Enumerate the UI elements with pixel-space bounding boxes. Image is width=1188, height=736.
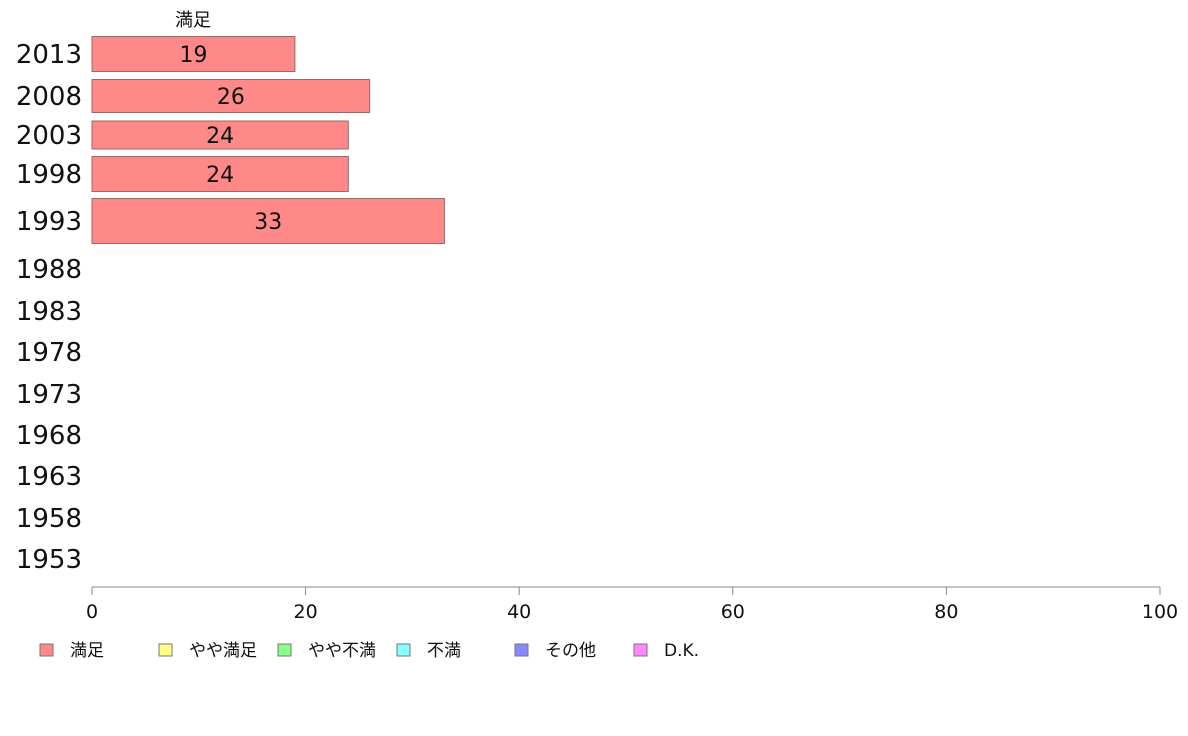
year-label-1978: 1978 bbox=[16, 338, 82, 368]
legend-swatch-0 bbox=[39, 643, 54, 657]
year-label-1963: 1963 bbox=[16, 462, 82, 492]
x-tick-label-60: 60 bbox=[721, 601, 745, 623]
bar-1993 bbox=[91, 198, 445, 244]
year-label-2008: 2008 bbox=[16, 82, 82, 112]
year-label-1993: 1993 bbox=[16, 207, 82, 237]
year-label-1973: 1973 bbox=[16, 380, 82, 410]
year-label-1988: 1988 bbox=[16, 255, 82, 285]
legend-label-3: 不満 bbox=[427, 641, 461, 661]
legend-label-1: やや満足 bbox=[189, 641, 257, 661]
bar-value-label-1998: 24 bbox=[206, 163, 234, 188]
legend-swatch-5 bbox=[633, 643, 648, 657]
legend-label-5: D.K. bbox=[664, 641, 699, 661]
year-label-1968: 1968 bbox=[16, 421, 82, 451]
bar-2003 bbox=[91, 120, 349, 150]
bars-group: 19 26 24 24 33 bbox=[91, 36, 445, 244]
x-tick-label-0: 0 bbox=[86, 601, 98, 623]
legend-label-2: やや不満 bbox=[308, 641, 376, 661]
legend-swatch-4 bbox=[514, 643, 529, 657]
legend-swatch-3 bbox=[396, 643, 411, 657]
year-label-1983: 1983 bbox=[16, 297, 82, 327]
year-label-2003: 2003 bbox=[16, 121, 82, 151]
x-tick-label-20: 20 bbox=[294, 601, 318, 623]
top-series-label: 満足 bbox=[175, 10, 211, 31]
bar-1998 bbox=[91, 156, 349, 192]
legend-swatch-1 bbox=[158, 643, 173, 657]
legend: 満足 やや満足 やや不満 不満 その他 D.K. bbox=[39, 641, 699, 661]
x-axis: 0 20 40 60 80 100 bbox=[86, 586, 1178, 623]
year-labels: 2013 2008 2003 1998 1993 1988 1983 1978 1973 1968… bbox=[16, 40, 82, 575]
x-tick-label-100: 100 bbox=[1142, 601, 1178, 623]
x-tick-label-40: 40 bbox=[507, 601, 531, 623]
legend-label-4: その他 bbox=[545, 641, 596, 661]
year-label-1953: 1953 bbox=[16, 545, 82, 575]
bar-value-label-2008: 26 bbox=[217, 85, 245, 110]
year-label-1958: 1958 bbox=[16, 504, 82, 534]
bar-2013 bbox=[91, 36, 296, 72]
legend-swatch-2 bbox=[277, 643, 292, 657]
bar-value-label-2003: 24 bbox=[206, 124, 234, 149]
bar-value-label-1993: 33 bbox=[254, 210, 282, 235]
bar-value-label-2013: 19 bbox=[179, 43, 207, 68]
x-tick-label-80: 80 bbox=[934, 601, 958, 623]
year-label-2013: 2013 bbox=[16, 40, 82, 70]
bar-2008 bbox=[91, 79, 371, 113]
legend-label-0: 満足 bbox=[70, 641, 104, 661]
year-label-1998: 1998 bbox=[16, 160, 82, 190]
